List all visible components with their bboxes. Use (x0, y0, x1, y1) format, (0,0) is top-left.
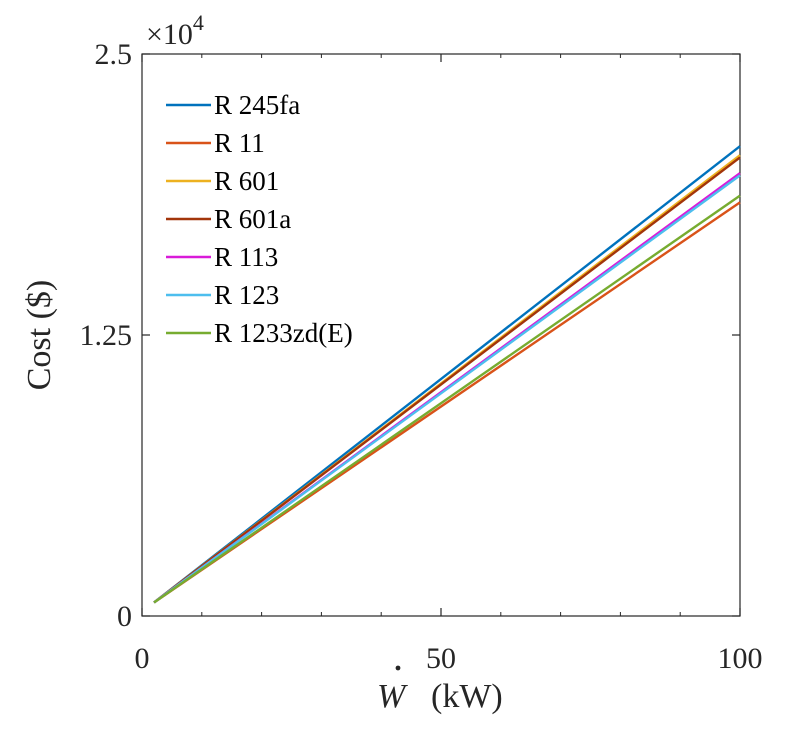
y-axis-title: Cost ($) (21, 280, 58, 391)
legend-label-r-601a: R 601a (214, 204, 291, 234)
x-axis-dot-accent (395, 665, 401, 671)
legend-label-r-1233zd-e: R 1233zd(E) (214, 318, 353, 348)
x-tick-label: 0 (135, 642, 150, 675)
axis-ticks: 0 50 100 0 1.25 2.5 (80, 38, 763, 675)
y-tick-label: 0 (117, 600, 132, 633)
legend-label-r-113: R 113 (214, 242, 278, 272)
legend-label-r-11: R 11 (214, 128, 265, 158)
series-lines (153, 145, 741, 604)
series-line-r-1233zd-e (153, 194, 741, 604)
y-tick-label: 1.25 (80, 319, 133, 352)
series-line-r-601a (153, 156, 741, 604)
x-axis-title: W (kW) (377, 665, 503, 715)
legend: R 245fa R 11 R 601 R 601a R 113 R 123 R 1233zd… (166, 90, 353, 348)
x-tick-label: 100 (718, 642, 763, 675)
series-line-r-123 (153, 174, 741, 604)
axis-multiplier: ×104 (146, 10, 204, 51)
x-axis-unit: (kW) (431, 678, 503, 715)
plot-area (141, 53, 741, 617)
legend-label-r-601: R 601 (214, 166, 279, 196)
x-tick-label: 50 (426, 642, 456, 675)
legend-label-r-245fa: R 245fa (214, 90, 300, 120)
legend-label-r-123: R 123 (214, 280, 279, 310)
y-tick-label: 2.5 (95, 38, 133, 71)
x-axis-variable: W (377, 678, 408, 715)
